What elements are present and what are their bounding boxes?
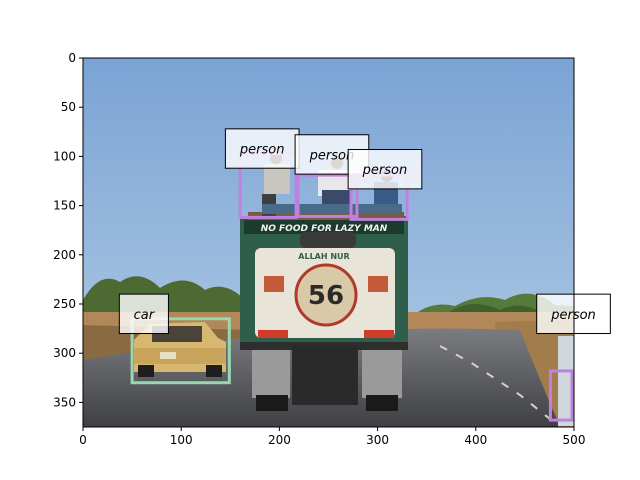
x-tick-label: 0: [79, 433, 87, 447]
x-tick-label: 500: [563, 433, 586, 447]
truck-top-text: ALLAH NUR: [298, 252, 349, 261]
y-tick-label: 300: [53, 346, 76, 360]
car-object: [134, 322, 226, 377]
person-bounding-box: [296, 173, 359, 218]
y-tick-label: 200: [53, 248, 76, 262]
car-label: car: [134, 308, 156, 323]
person-label: person: [362, 163, 408, 178]
y-tick-label: 50: [61, 100, 76, 114]
y-tick-label: 250: [53, 297, 76, 311]
photo: NO FOOD FOR LAZY MAN ALLAH NUR 56: [83, 58, 574, 427]
x-tick-label: 100: [170, 433, 193, 447]
axes-frame: [82, 57, 575, 428]
y-tick-label: 100: [53, 149, 76, 163]
car-label-box: [118, 293, 169, 335]
x-tick-label: 200: [268, 433, 291, 447]
person-bounding-box: [548, 369, 574, 422]
truck-back-text: NO FOOD FOR LAZY MAN: [261, 224, 388, 234]
detection-layer: person person person car person: [118, 128, 611, 422]
x-axis: 0 100 200 300 400 500: [79, 427, 585, 447]
truck-number: 56: [308, 281, 344, 311]
person-label-box: [224, 128, 300, 169]
y-tick-label: 350: [53, 395, 76, 409]
person-label-box: [347, 149, 423, 190]
x-tick-label: 300: [366, 433, 389, 447]
y-tick-label: 150: [53, 199, 76, 213]
car-bounding-box: [130, 317, 231, 385]
truck-object: NO FOOD FOR LAZY MAN ALLAH NUR 56: [240, 212, 408, 411]
person-label: person: [309, 148, 355, 163]
person-label: person: [550, 308, 596, 323]
y-axis: 0 50 100 150 200 250 300 350: [53, 51, 83, 409]
person-label: person: [239, 143, 285, 158]
x-tick-label: 400: [464, 433, 487, 447]
person-right-edge: [558, 336, 574, 426]
y-tick-label: 0: [68, 51, 76, 65]
